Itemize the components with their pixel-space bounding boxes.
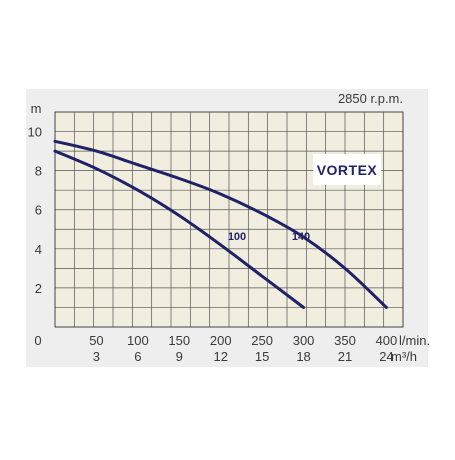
- curves: [53, 139, 388, 309]
- x-tick-label-lmin: 250: [251, 333, 273, 348]
- rpm-label: 2850 r.p.m.: [338, 91, 403, 106]
- x-tick-label-m3h: 6: [134, 349, 141, 364]
- x-tick-label-m3h: 21: [338, 349, 352, 364]
- y-tick-label: 4: [35, 242, 42, 257]
- x-tick-label-m3h: 18: [296, 349, 310, 364]
- x-tick-label-lmin: 200: [210, 333, 232, 348]
- x-axis-unit-lmin: l/min.: [399, 333, 430, 348]
- x-tick-label-lmin: 150: [168, 333, 190, 348]
- labels: 2468105031006150920012250153001835021400…: [28, 125, 398, 364]
- x-tick-label-m3h: 24: [379, 349, 393, 364]
- y-tick-label: 6: [35, 203, 42, 218]
- x-tick-label-m3h: 12: [213, 349, 227, 364]
- curve-label-100: 100: [228, 231, 246, 243]
- x-axis-unit-m3h: m³/h: [391, 349, 417, 364]
- brand-box: [313, 154, 381, 185]
- brand-label: VORTEX: [317, 162, 378, 178]
- y-tick-label: 10: [28, 125, 42, 140]
- x-tick-label-lmin: 50: [89, 333, 103, 348]
- curve-140: [53, 139, 388, 309]
- x-tick-label-m3h: 9: [176, 349, 183, 364]
- x-tick-label-m3h: 3: [93, 349, 100, 364]
- y-tick-label: 2: [35, 281, 42, 296]
- x-tick-label-lmin: 350: [334, 333, 356, 348]
- plot-border: [54, 111, 404, 328]
- origin-label: 0: [34, 333, 41, 348]
- curve-100: [53, 149, 306, 309]
- x-tick-label-lmin: 300: [293, 333, 315, 348]
- x-tick-label-lmin: 100: [127, 333, 149, 348]
- curve-label-140: 140: [292, 231, 310, 243]
- x-tick-label-m3h: 15: [255, 349, 269, 364]
- y-tick-label: 8: [35, 164, 42, 179]
- y-axis-unit: m: [31, 101, 42, 116]
- x-tick-label-lmin: 400: [376, 333, 398, 348]
